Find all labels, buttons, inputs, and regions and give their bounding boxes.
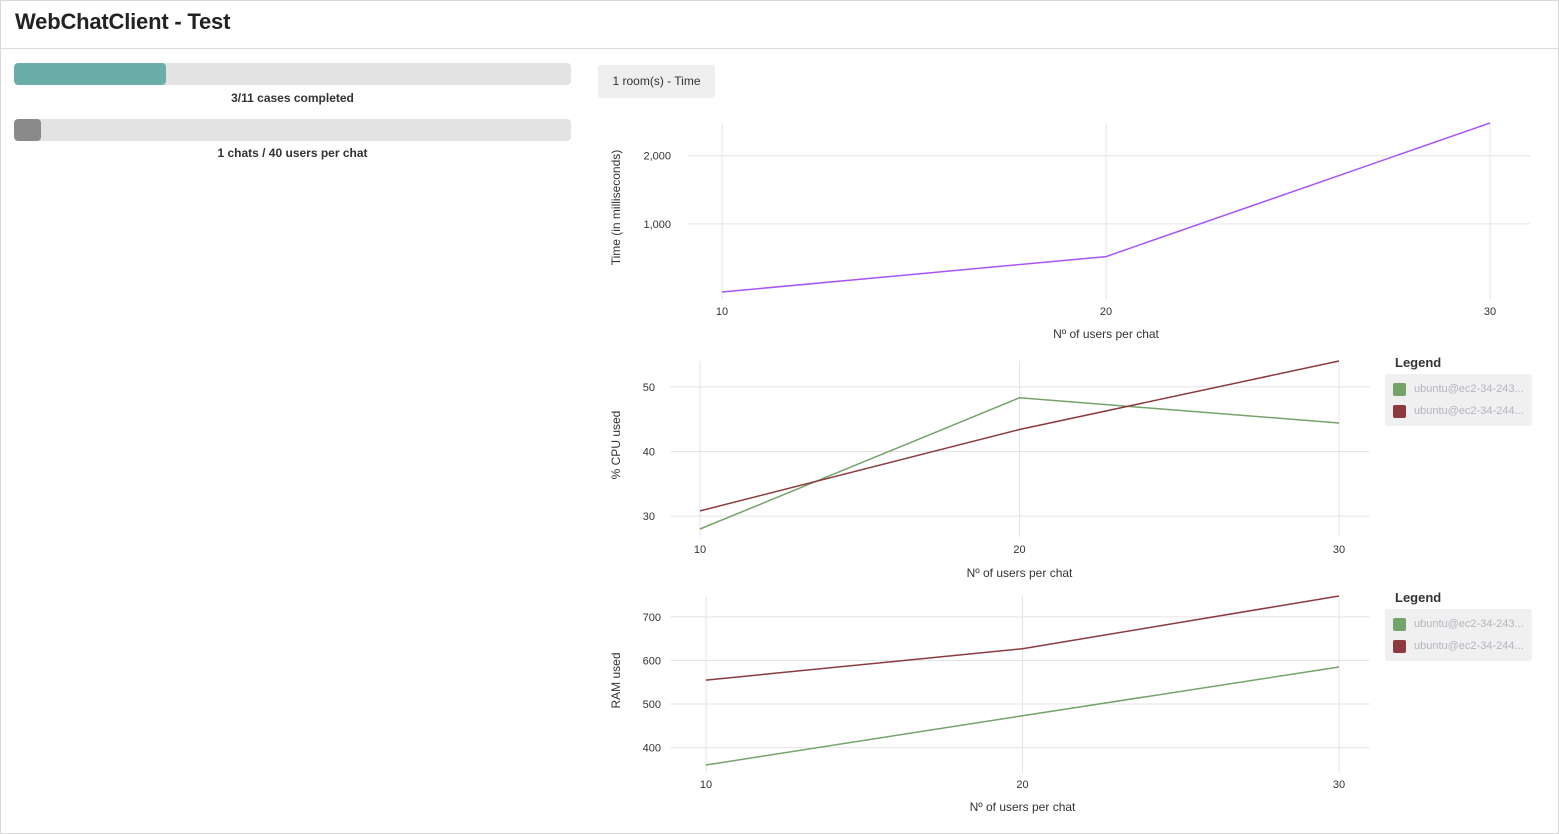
legend-item[interactable]: ubuntu@ec2-34-244... [1393, 400, 1532, 422]
y-tick-label: 500 [643, 699, 661, 711]
legend-swatch [1393, 617, 1406, 631]
cases-progress-fill [14, 63, 166, 85]
legend-item[interactable]: ubuntu@ec2-34-243... [1393, 613, 1532, 635]
legend-title: Legend [1395, 590, 1442, 605]
ram-legend: Legend ubuntu@ec2-34-243... ubuntu@ec2-3… [1385, 590, 1532, 661]
y-axis-label: % CPU used [609, 411, 623, 480]
header: WebChatClient - Test [0, 0, 1559, 49]
legend-item[interactable]: ubuntu@ec2-34-244... [1393, 635, 1532, 657]
legend-title: Legend [1395, 355, 1442, 370]
legend-item-label: ubuntu@ec2-34-244... [1414, 405, 1524, 417]
series-line [705, 595, 1340, 681]
x-tick-label: 30 [1333, 544, 1345, 556]
legend-item-label: ubuntu@ec2-34-243... [1414, 618, 1524, 630]
cases-progress-label: 3/11 cases completed [231, 91, 354, 105]
series-line [705, 666, 1340, 766]
x-tick-label: 30 [1333, 779, 1345, 791]
y-tick-label: 2,000 [643, 151, 671, 163]
users-progress-fill [14, 119, 41, 141]
legend-swatch [1393, 639, 1406, 653]
x-tick-label: 20 [1013, 544, 1025, 556]
y-tick-label: 600 [643, 655, 661, 667]
tab-room-time[interactable]: 1 room(s) - Time [598, 65, 715, 98]
x-axis-label: Nº of users per chat [970, 800, 1076, 814]
page-title: WebChatClient - Test [15, 9, 231, 34]
y-tick-label: 50 [643, 382, 655, 394]
y-tick-label: 40 [643, 446, 655, 458]
legend-box: ubuntu@ec2-34-243... ubuntu@ec2-34-244..… [1385, 374, 1532, 426]
x-tick-label: 20 [1100, 306, 1112, 318]
x-tick-label: 20 [1016, 779, 1028, 791]
series-line [721, 122, 1491, 293]
x-tick-label: 10 [700, 779, 712, 791]
y-tick-label: 1,000 [643, 219, 671, 231]
legend-swatch [1393, 382, 1406, 396]
x-tick-label: 10 [694, 544, 706, 556]
series-line [699, 397, 1340, 530]
y-axis-label: RAM used [609, 652, 623, 708]
legend-item-label: ubuntu@ec2-34-243... [1414, 383, 1524, 395]
x-tick-label: 10 [716, 306, 728, 318]
y-tick-label: 30 [643, 511, 655, 523]
users-progress-bar [14, 119, 571, 141]
x-axis-label: Nº of users per chat [1053, 327, 1159, 341]
y-axis-label: Time (in milliseconds) [609, 150, 623, 266]
y-tick-label: 700 [643, 612, 661, 624]
series-line [699, 360, 1340, 512]
cases-progress-bar [14, 63, 571, 85]
users-progress-label: 1 chats / 40 users per chat [217, 146, 368, 160]
legend-item-label: ubuntu@ec2-34-244... [1414, 640, 1524, 652]
legend-box: ubuntu@ec2-34-243... ubuntu@ec2-34-244..… [1385, 609, 1532, 661]
y-tick-label: 400 [643, 743, 661, 755]
cpu-legend: Legend ubuntu@ec2-34-243... ubuntu@ec2-3… [1385, 355, 1532, 426]
legend-swatch [1393, 404, 1406, 418]
x-axis-label: Nº of users per chat [967, 566, 1073, 580]
legend-item[interactable]: ubuntu@ec2-34-243... [1393, 378, 1532, 400]
x-tick-label: 30 [1484, 306, 1496, 318]
